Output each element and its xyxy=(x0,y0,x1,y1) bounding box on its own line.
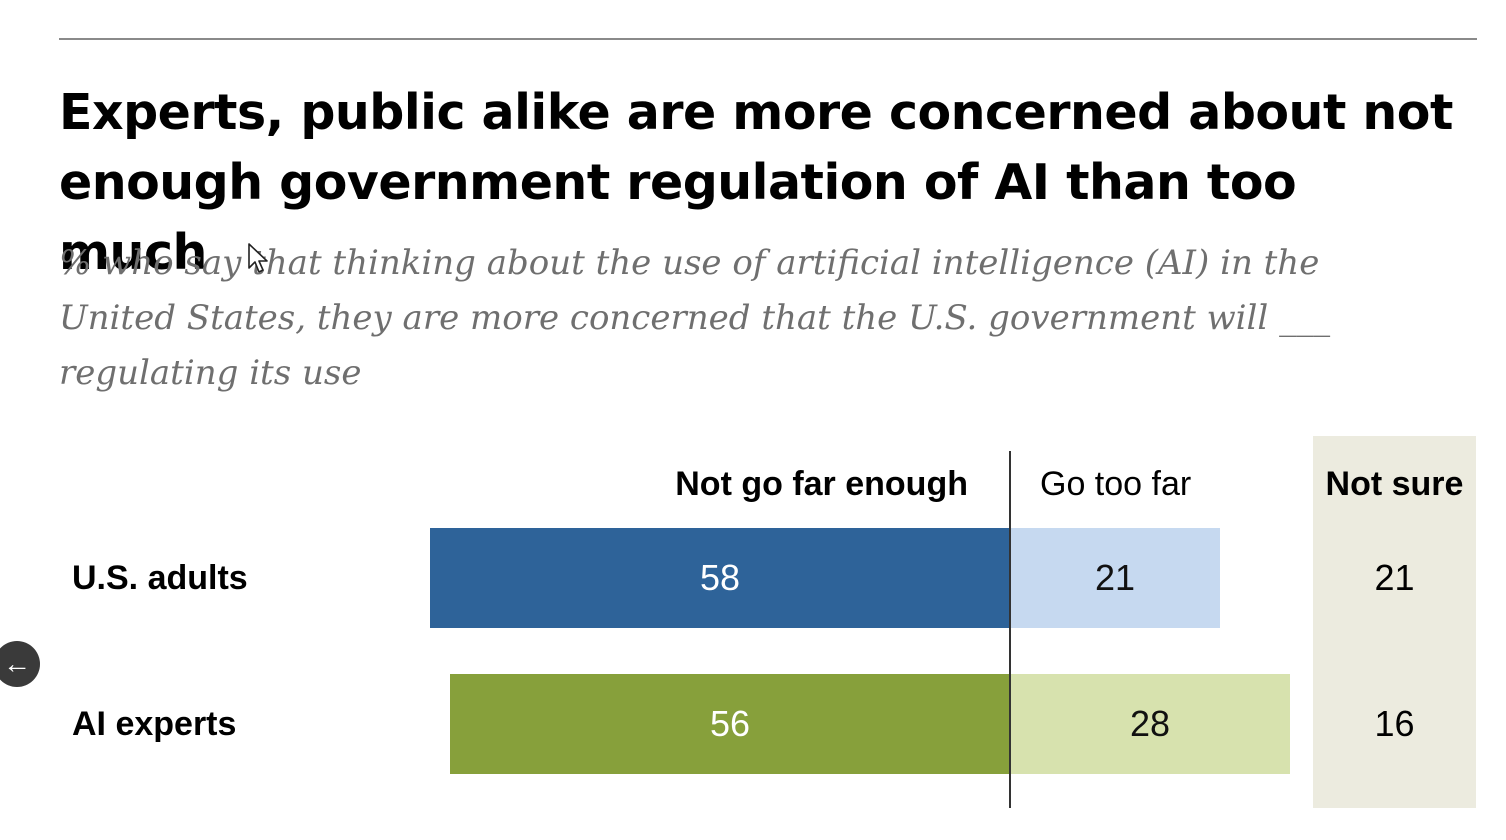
data-label-u-s-adults-not-go-far-enough: 58 xyxy=(699,557,741,598)
arrow-left-icon: ← xyxy=(3,648,31,679)
column-header-go-too-far: Go too far xyxy=(1040,465,1192,503)
column-header-not-sure: Not sure xyxy=(1325,465,1464,503)
bar-u-s-adults-not-go-far-enough: 58 xyxy=(430,528,1010,628)
data-label-u-s-adults-not-sure: 21 xyxy=(1374,557,1415,598)
row-label-ai-experts: AI experts xyxy=(72,705,237,743)
chart-subtitle: % who say that thinking about the use of… xyxy=(59,243,1331,393)
zero-axis-line xyxy=(1009,451,1011,808)
bar-ai-experts-go-too-far: 28 xyxy=(1010,674,1290,774)
back-button[interactable]: ← xyxy=(0,641,40,687)
data-label-ai-experts-not-sure: 16 xyxy=(1374,703,1415,744)
mouse-pointer-icon xyxy=(248,243,268,273)
row-label-u-s-adults: U.S. adults xyxy=(72,559,248,597)
top-rule xyxy=(59,38,1477,40)
data-label-ai-experts-go-too-far: 28 xyxy=(1129,703,1171,744)
column-header-not-go-far-enough: Not go far enough xyxy=(675,465,968,503)
bar-ai-experts-not-go-far-enough: 56 xyxy=(450,674,1010,774)
data-label-u-s-adults-go-too-far: 21 xyxy=(1094,557,1136,598)
bar-u-s-adults-go-too-far: 21 xyxy=(1010,528,1220,628)
chart-title: Experts, public alike are more concerned… xyxy=(59,84,1453,281)
not-sure-column-background xyxy=(1313,436,1476,808)
data-label-ai-experts-not-go-far-enough: 56 xyxy=(709,703,751,744)
